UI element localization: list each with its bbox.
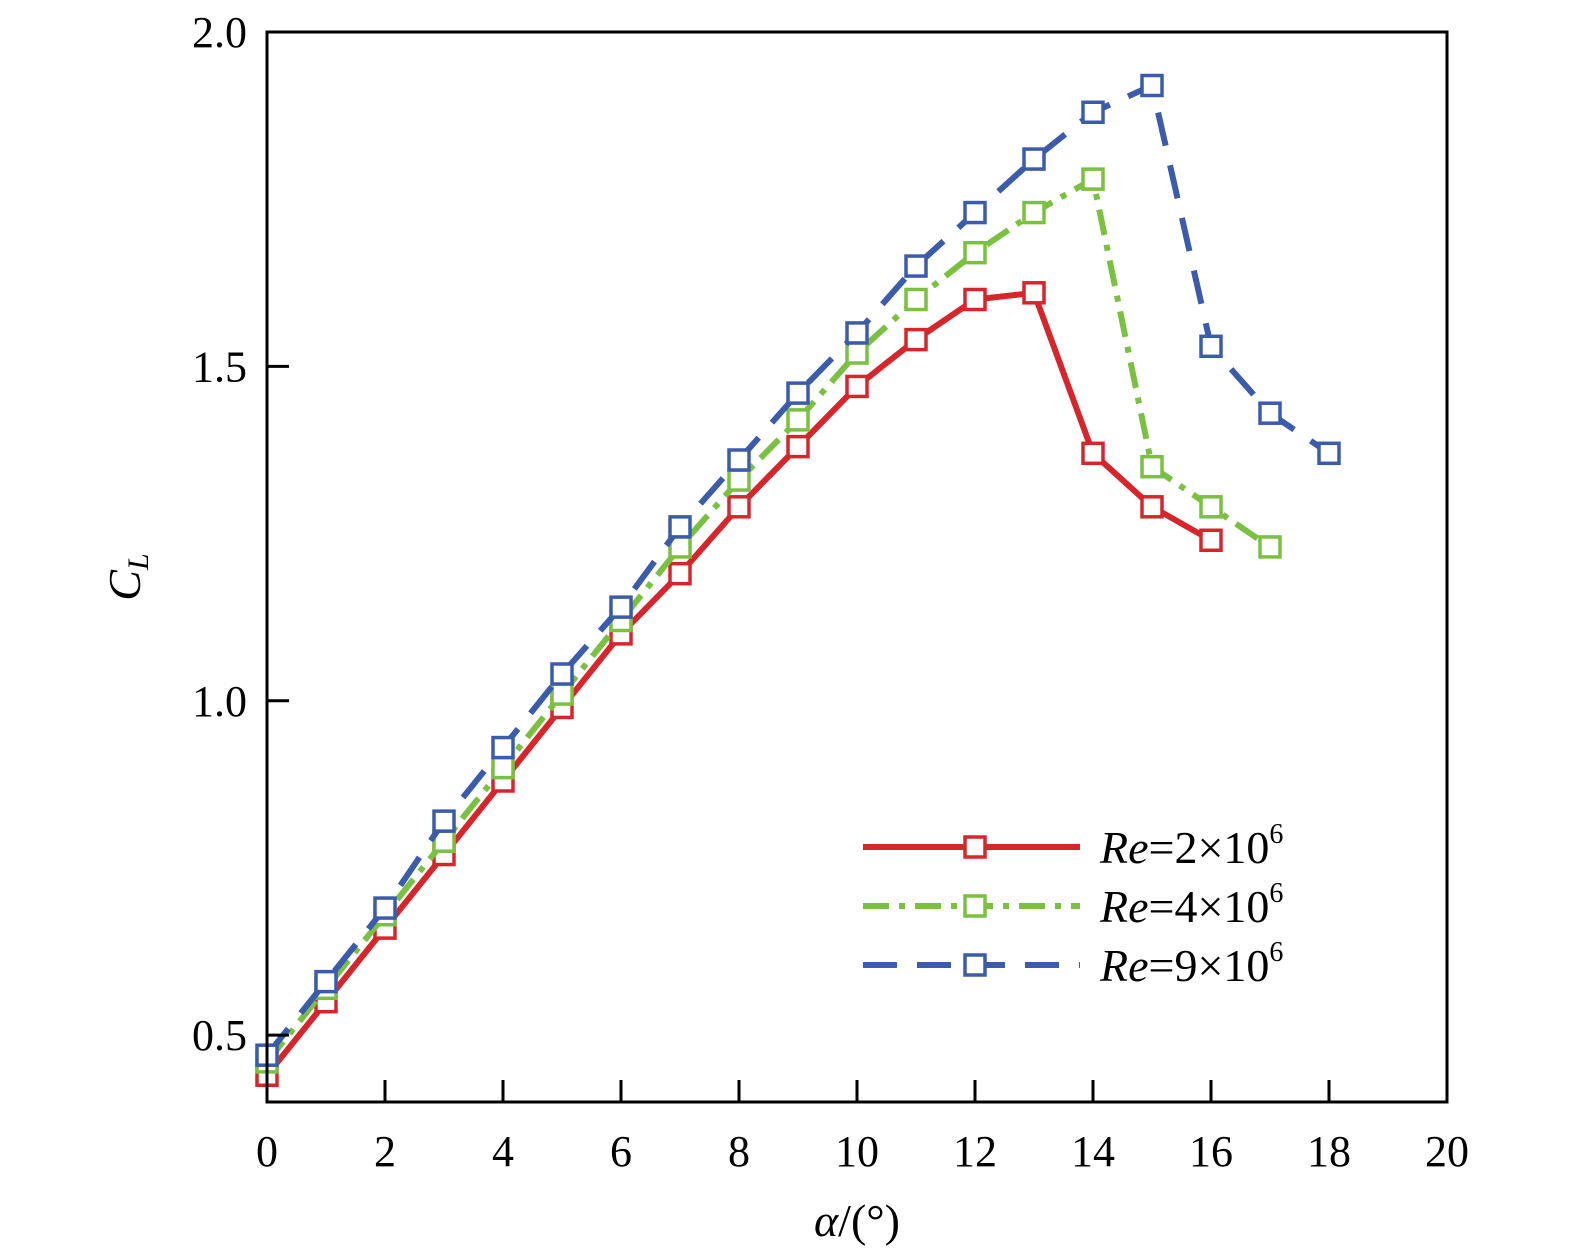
series-3-point [373,896,397,920]
series-2-line [264,176,1272,1064]
x-tick-label: 2 [374,1127,396,1176]
series-1-point [845,374,869,399]
series-2-point [845,341,869,365]
series-1-point [727,495,751,519]
series-1-point [668,561,692,586]
x-tick-label: 4 [492,1127,514,1176]
series-2-point [1258,535,1282,559]
series-3-point [1258,401,1282,425]
y-axis-title: CL [99,553,155,600]
x-axis-title: α/(°) [814,1195,900,1246]
legend-entry-2: Re=4×106 [863,878,1283,932]
series-2 [255,167,1282,1074]
x-tick-label: 12 [953,1127,997,1176]
series-1-point [786,434,810,459]
legend-label: Re=2×106 [1099,819,1283,873]
legend-entry-3: Re=9×106 [863,937,1283,991]
series-3-point [1022,147,1046,171]
legend-marker [963,894,987,918]
series-3-point [609,595,633,619]
x-tick-label: 8 [728,1127,750,1176]
legend-label: Re=9×106 [1099,937,1283,991]
x-tick-label: 14 [1071,1127,1115,1176]
series-1-point [963,287,987,312]
y-tick-label: 0.5 [192,1011,247,1060]
series-2-point [1199,495,1223,519]
x-tick-label: 6 [610,1127,632,1176]
series-layer [255,73,1341,1087]
ticks-layer [265,30,1449,1102]
legend-marker [963,953,987,977]
series-3-point [845,321,869,345]
series-3-point [1140,73,1164,98]
series-3-point [432,809,456,833]
series-3-point [1317,441,1341,466]
legend-marker [963,835,987,859]
series-3-point [668,515,692,539]
series-1-point [1199,528,1223,552]
series-2-point [904,287,928,312]
series-3-point [491,735,515,760]
series-3-point [550,662,574,686]
legend-entry-1: Re=2×106 [863,819,1283,873]
series-1-point [1081,441,1105,466]
x-tick-label: 18 [1307,1127,1351,1176]
series-1 [255,281,1223,1087]
x-tick-label: 10 [835,1127,879,1176]
x-tick-label: 20 [1425,1127,1469,1176]
series-2-point [1022,200,1046,225]
series-2-point [786,408,810,432]
y-tick-label: 1.5 [192,342,247,391]
series-1-point [1022,281,1046,305]
series-3-point [727,448,751,472]
x-tick-label: 0 [256,1127,278,1176]
series-3-point [1199,334,1223,359]
series-2-point [727,468,751,492]
series-3 [255,73,1341,1067]
x-tick-label: 16 [1189,1127,1233,1176]
axis-titles-layer: α/(°) CL [99,553,900,1246]
series-3-point [786,381,810,405]
y-tick-label: 2.0 [192,8,247,57]
series-3-point [904,254,928,278]
series-3-point [1081,100,1105,124]
legend-label: Re=4×106 [1099,878,1283,932]
series-1-line [264,289,1213,1078]
tick-labels-layer: 0 2 4 6 8 10 12 14 16 18 20 0.5 1.0 1.5 2.0 [192,8,1469,1176]
series-1-point [1140,495,1164,519]
series-2-point [963,240,987,265]
series-2-point [550,682,574,706]
series-3-point [963,200,987,225]
series-2-point [491,755,515,780]
series-3-point [314,969,338,994]
series-1-point [904,327,928,352]
series-2-point [1140,454,1164,479]
series-2-point [1081,167,1105,191]
y-tick-label: 1.0 [192,677,247,726]
